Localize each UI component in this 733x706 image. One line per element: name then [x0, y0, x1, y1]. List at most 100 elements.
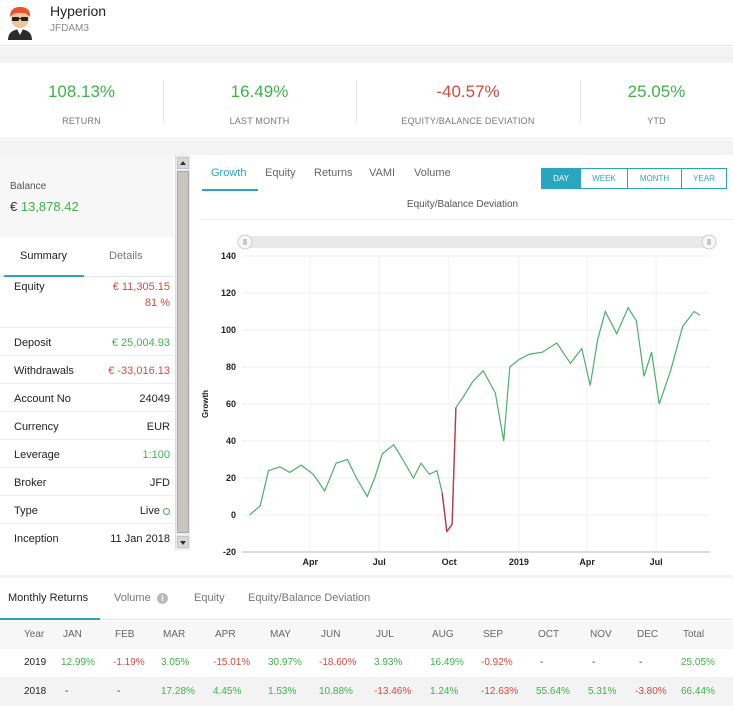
summary-value: 11 Jan 2018	[110, 533, 170, 545]
tab-summary[interactable]: Summary	[20, 250, 68, 262]
y-tick-label: 40	[226, 436, 236, 446]
return-cell: 5.31%	[588, 686, 617, 697]
scroll-up-button[interactable]	[177, 157, 189, 169]
stat-label: EQUITY/BALANCE DEVIATION	[401, 116, 535, 126]
x-tick-label: Jul	[373, 557, 386, 567]
row-divider	[0, 523, 174, 524]
chart-grid	[242, 255, 710, 553]
summary-key: Broker	[14, 477, 47, 489]
summary-key: Deposit	[14, 337, 52, 349]
column-header: SEP	[483, 629, 504, 640]
summary-key: Inception	[14, 533, 59, 545]
stat-label: YTD	[647, 116, 666, 126]
summary-subvalue: 81 %	[144, 297, 170, 309]
active-tab-indicator	[4, 275, 84, 277]
stat-value: 25.05%	[627, 82, 686, 101]
tab-equity[interactable]: Equity	[265, 167, 296, 179]
arrow-down-icon	[180, 541, 186, 545]
row-divider	[0, 327, 174, 328]
live-status-icon	[163, 508, 170, 515]
table-row: 2018 - - 17.28% 4.45% 1.53% 10.88% -13.46% 1.24%…	[0, 677, 733, 706]
y-tick-label: -20	[223, 547, 236, 557]
scroll-down-button[interactable]	[177, 536, 189, 548]
column-header: JUL	[376, 629, 394, 640]
return-cell: 10.88%	[319, 686, 353, 697]
scrollbar[interactable]	[175, 155, 190, 550]
negative-deviation-line	[441, 407, 457, 533]
return-cell: 55.64%	[536, 686, 570, 697]
monthly-returns-table: Year JAN FEB MAR APR MAY JUN JUL AUG SEP OCT NOV DEC…	[0, 621, 733, 706]
return-cell: 17.28%	[161, 686, 195, 697]
stat-ytd: 25.05% YTD	[580, 63, 733, 139]
balance-label: Balance	[10, 181, 47, 192]
summary-value: € -33,016.13	[108, 365, 170, 377]
balance-box: Balance € 13,878.42	[0, 155, 174, 237]
info-icon[interactable]: i	[157, 593, 168, 604]
tab-growth[interactable]: Growth	[211, 167, 247, 179]
table-row: 2019 12.99% -1.19% 3.05% -15.01% 30.97% -18.60…	[0, 649, 733, 677]
tab-equity-balance-deviation[interactable]: Equity/Balance Deviation	[248, 592, 371, 604]
account-header: Hyperion JFDAM3	[0, 0, 733, 46]
return-cell: -15.01%	[213, 657, 251, 668]
y-tick-label: 100	[221, 325, 236, 335]
stat-value: -40.57%	[436, 82, 500, 101]
column-header: FEB	[115, 629, 135, 640]
chart-title: Equity/Balance Deviation	[406, 199, 519, 210]
tab-vami[interactable]: VAMI	[369, 167, 396, 179]
period-month-button[interactable]: MONTH	[627, 168, 682, 189]
y-tick-label: 140	[221, 251, 236, 261]
currency-symbol: €	[10, 199, 18, 214]
y-tick-label: 20	[226, 473, 236, 483]
stat-last-month: 16.49% LAST MONTH	[163, 63, 356, 139]
table-header: Year JAN FEB MAR APR MAY JUN JUL AUG SEP OCT NOV DEC…	[0, 621, 733, 649]
row-divider	[0, 355, 174, 356]
stats-bar: 108.13% RETURN 16.49% LAST MONTH -40.57%…	[0, 63, 733, 139]
return-cell: 1.24%	[430, 686, 459, 697]
summary-key: Leverage	[14, 449, 60, 461]
tab-monthly-returns[interactable]: Monthly Returns	[8, 592, 89, 604]
summary-value: EUR	[146, 421, 170, 433]
y-tick-label: 80	[226, 362, 236, 372]
summary-key: Withdrawals	[14, 365, 74, 377]
divider	[580, 80, 581, 124]
x-tick-label: Apr	[303, 557, 319, 567]
y-axis-ticks: -20 0 20 40 60 80 100 120 140	[221, 251, 236, 557]
return-cell: -	[592, 657, 596, 668]
return-cell: -1.19%	[113, 657, 145, 668]
summary-key: Equity	[14, 281, 45, 293]
x-tick-label: Apr	[579, 557, 595, 567]
avatar	[8, 7, 32, 40]
separator	[0, 47, 733, 63]
active-tab-indicator	[202, 189, 258, 191]
balance-amount: 13,878.42	[20, 199, 79, 214]
stat-value: 16.49%	[230, 82, 289, 101]
growth-series-line	[249, 306, 701, 534]
summary-value: 24049	[139, 393, 170, 405]
stat-value: 108.13%	[47, 82, 116, 101]
return-cell: 3.05%	[161, 657, 190, 668]
column-header: MAY	[270, 629, 291, 640]
summary-key: Currency	[14, 421, 59, 433]
separator	[0, 575, 733, 578]
scroll-thumb[interactable]	[177, 171, 189, 533]
summary-value: 1:100	[142, 449, 170, 461]
x-tick-label: Oct	[442, 557, 457, 567]
year-cell: 2019	[24, 657, 47, 668]
period-day-button[interactable]: DAY	[541, 168, 581, 189]
tab-volume[interactable]: Volume	[114, 592, 151, 604]
tab-returns[interactable]: Returns	[314, 167, 353, 179]
tab-volume[interactable]: Volume	[414, 167, 451, 179]
tab-details[interactable]: Details	[109, 250, 143, 262]
divider	[356, 80, 357, 124]
range-slider-track	[242, 236, 710, 248]
account-summary-panel: Balance € 13,878.42 Summary Details Equi…	[0, 155, 190, 550]
period-year-button[interactable]: YEAR	[681, 168, 727, 189]
return-cell: -0.92%	[481, 657, 513, 668]
period-week-button[interactable]: WEEK	[580, 168, 628, 189]
row-divider	[0, 383, 174, 384]
summary-value: € 25,004.93	[111, 337, 170, 349]
tab-equity[interactable]: Equity	[194, 592, 225, 604]
y-tick-label: 0	[231, 510, 236, 520]
active-tab-indicator	[0, 618, 100, 620]
x-tick-label: Jul	[650, 557, 663, 567]
